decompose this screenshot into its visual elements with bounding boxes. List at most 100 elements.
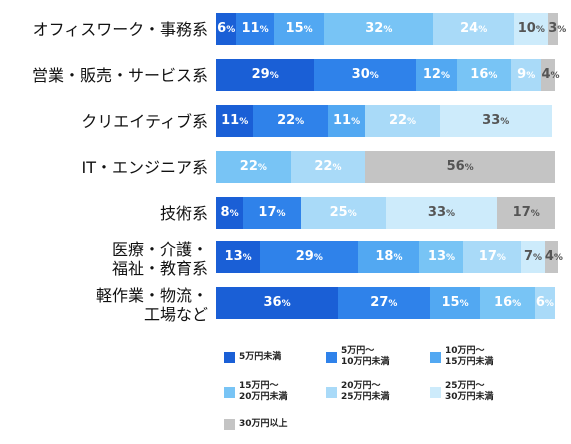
data-label-unit: % — [259, 25, 269, 35]
data-label: 24% — [460, 13, 487, 46]
data-label-unit: % — [295, 117, 305, 127]
bar-segment — [216, 13, 237, 45]
data-label-value: 17 — [512, 205, 531, 220]
data-label: 11% — [221, 105, 248, 138]
data-label-unit: % — [269, 71, 279, 81]
data-label-unit: % — [464, 163, 474, 173]
category-label: 営業・販売・サービス系 — [8, 66, 208, 85]
data-label: 33% — [428, 197, 455, 230]
data-label-value: 11 — [333, 113, 352, 128]
data-label-value: 7 — [523, 249, 533, 264]
data-label-unit: % — [229, 209, 239, 219]
data-label: 3% — [548, 13, 566, 46]
legend-label: 10万円〜 15万円未満 — [445, 346, 494, 367]
data-label-value: 15 — [285, 21, 304, 36]
bar-segment — [273, 13, 325, 45]
data-label-unit: % — [347, 209, 357, 219]
category-label: クリエイティブ系 — [8, 112, 208, 131]
bar-segment — [216, 197, 244, 229]
bar-segment — [260, 241, 359, 273]
data-label-value: 10 — [517, 21, 536, 36]
data-label-unit: % — [242, 253, 252, 263]
bar-segment — [358, 241, 420, 273]
bar-segment — [534, 287, 555, 319]
data-label: 27% — [370, 287, 397, 320]
data-label-unit: % — [393, 253, 403, 263]
data-label-unit: % — [440, 71, 450, 81]
data-label-value: 11 — [221, 113, 240, 128]
legend-swatch — [224, 352, 235, 363]
data-label: 56% — [447, 151, 474, 184]
category-label-line: クリエイティブ系 — [81, 111, 208, 131]
data-label-value: 4 — [541, 67, 551, 82]
bar-segment — [290, 151, 366, 183]
data-label-value: 4 — [544, 249, 554, 264]
data-label: 33% — [482, 105, 509, 138]
category-label-line: 営業・販売・サービス系 — [31, 65, 208, 85]
bar-segment — [544, 241, 559, 273]
data-label: 6% — [536, 287, 554, 320]
data-label-unit: % — [544, 299, 554, 309]
data-label: 7% — [524, 241, 542, 274]
data-label-unit: % — [553, 253, 563, 263]
data-label-unit: % — [369, 71, 379, 81]
legend-swatch — [430, 352, 441, 363]
legend-label: 5万円〜 10万円未満 — [341, 346, 390, 367]
category-label: 医療・介護・ 福祉・教育系 — [8, 240, 208, 278]
legend-swatch — [430, 387, 441, 398]
data-label-unit: % — [557, 25, 567, 35]
data-label-unit: % — [496, 253, 506, 263]
data-label: 4% — [545, 241, 563, 274]
category-label: オフィスワーク・事務系 — [8, 20, 208, 39]
bar-segment — [510, 59, 542, 91]
category-label: 技術系 — [8, 204, 208, 223]
legend-label: 20万円〜 25万円未満 — [341, 381, 390, 402]
data-label-value: 8 — [220, 205, 230, 220]
bar-segment — [541, 59, 555, 91]
data-label-value: 56 — [446, 159, 465, 174]
data-label-value: 15 — [441, 295, 460, 310]
legend-swatch — [326, 387, 337, 398]
data-label: 8% — [221, 197, 239, 230]
data-label-unit: % — [526, 71, 536, 81]
data-label: 25% — [330, 197, 357, 230]
bar-segment — [521, 241, 545, 273]
data-label: 13% — [428, 241, 455, 274]
bar-segment — [300, 197, 386, 229]
data-label-value: 11 — [241, 21, 260, 36]
data-label: 11% — [241, 13, 268, 46]
bar-segment — [236, 13, 274, 45]
data-label: 16% — [470, 59, 497, 92]
data-label-value: 17 — [258, 205, 277, 220]
data-label: 22% — [314, 151, 341, 184]
bar-segment — [365, 151, 555, 183]
data-label-unit: % — [535, 25, 545, 35]
bar-segment — [327, 105, 366, 137]
data-label-value: 12 — [422, 67, 441, 82]
data-label-value: 6 — [217, 21, 227, 36]
data-label: 17% — [258, 197, 285, 230]
bar-segment — [432, 13, 515, 45]
data-label: 15% — [441, 287, 468, 320]
data-label-unit: % — [257, 163, 267, 173]
data-label-value: 17 — [478, 249, 497, 264]
data-label-unit: % — [351, 117, 361, 127]
data-label: 32% — [365, 13, 392, 46]
legend-label: 30万円以上 — [239, 419, 288, 429]
data-label: 6% — [217, 13, 235, 46]
category-label-line: 福祉・教育系 — [111, 259, 208, 278]
data-label-value: 22 — [277, 113, 296, 128]
bar-segment — [480, 287, 535, 319]
data-label-value: 36 — [263, 295, 282, 310]
bar-segment — [365, 105, 440, 137]
bar-segment — [338, 287, 430, 319]
data-label: 9% — [517, 59, 535, 92]
data-label-value: 16 — [470, 67, 489, 82]
data-label: 17% — [513, 197, 540, 230]
data-label-value: 18 — [375, 249, 394, 264]
category-label-line: 医療・介護・ — [111, 240, 208, 259]
data-label-unit: % — [512, 299, 522, 309]
category-label: 軽作業・物流・ 工場など — [8, 286, 208, 324]
bar-segment — [416, 59, 457, 91]
